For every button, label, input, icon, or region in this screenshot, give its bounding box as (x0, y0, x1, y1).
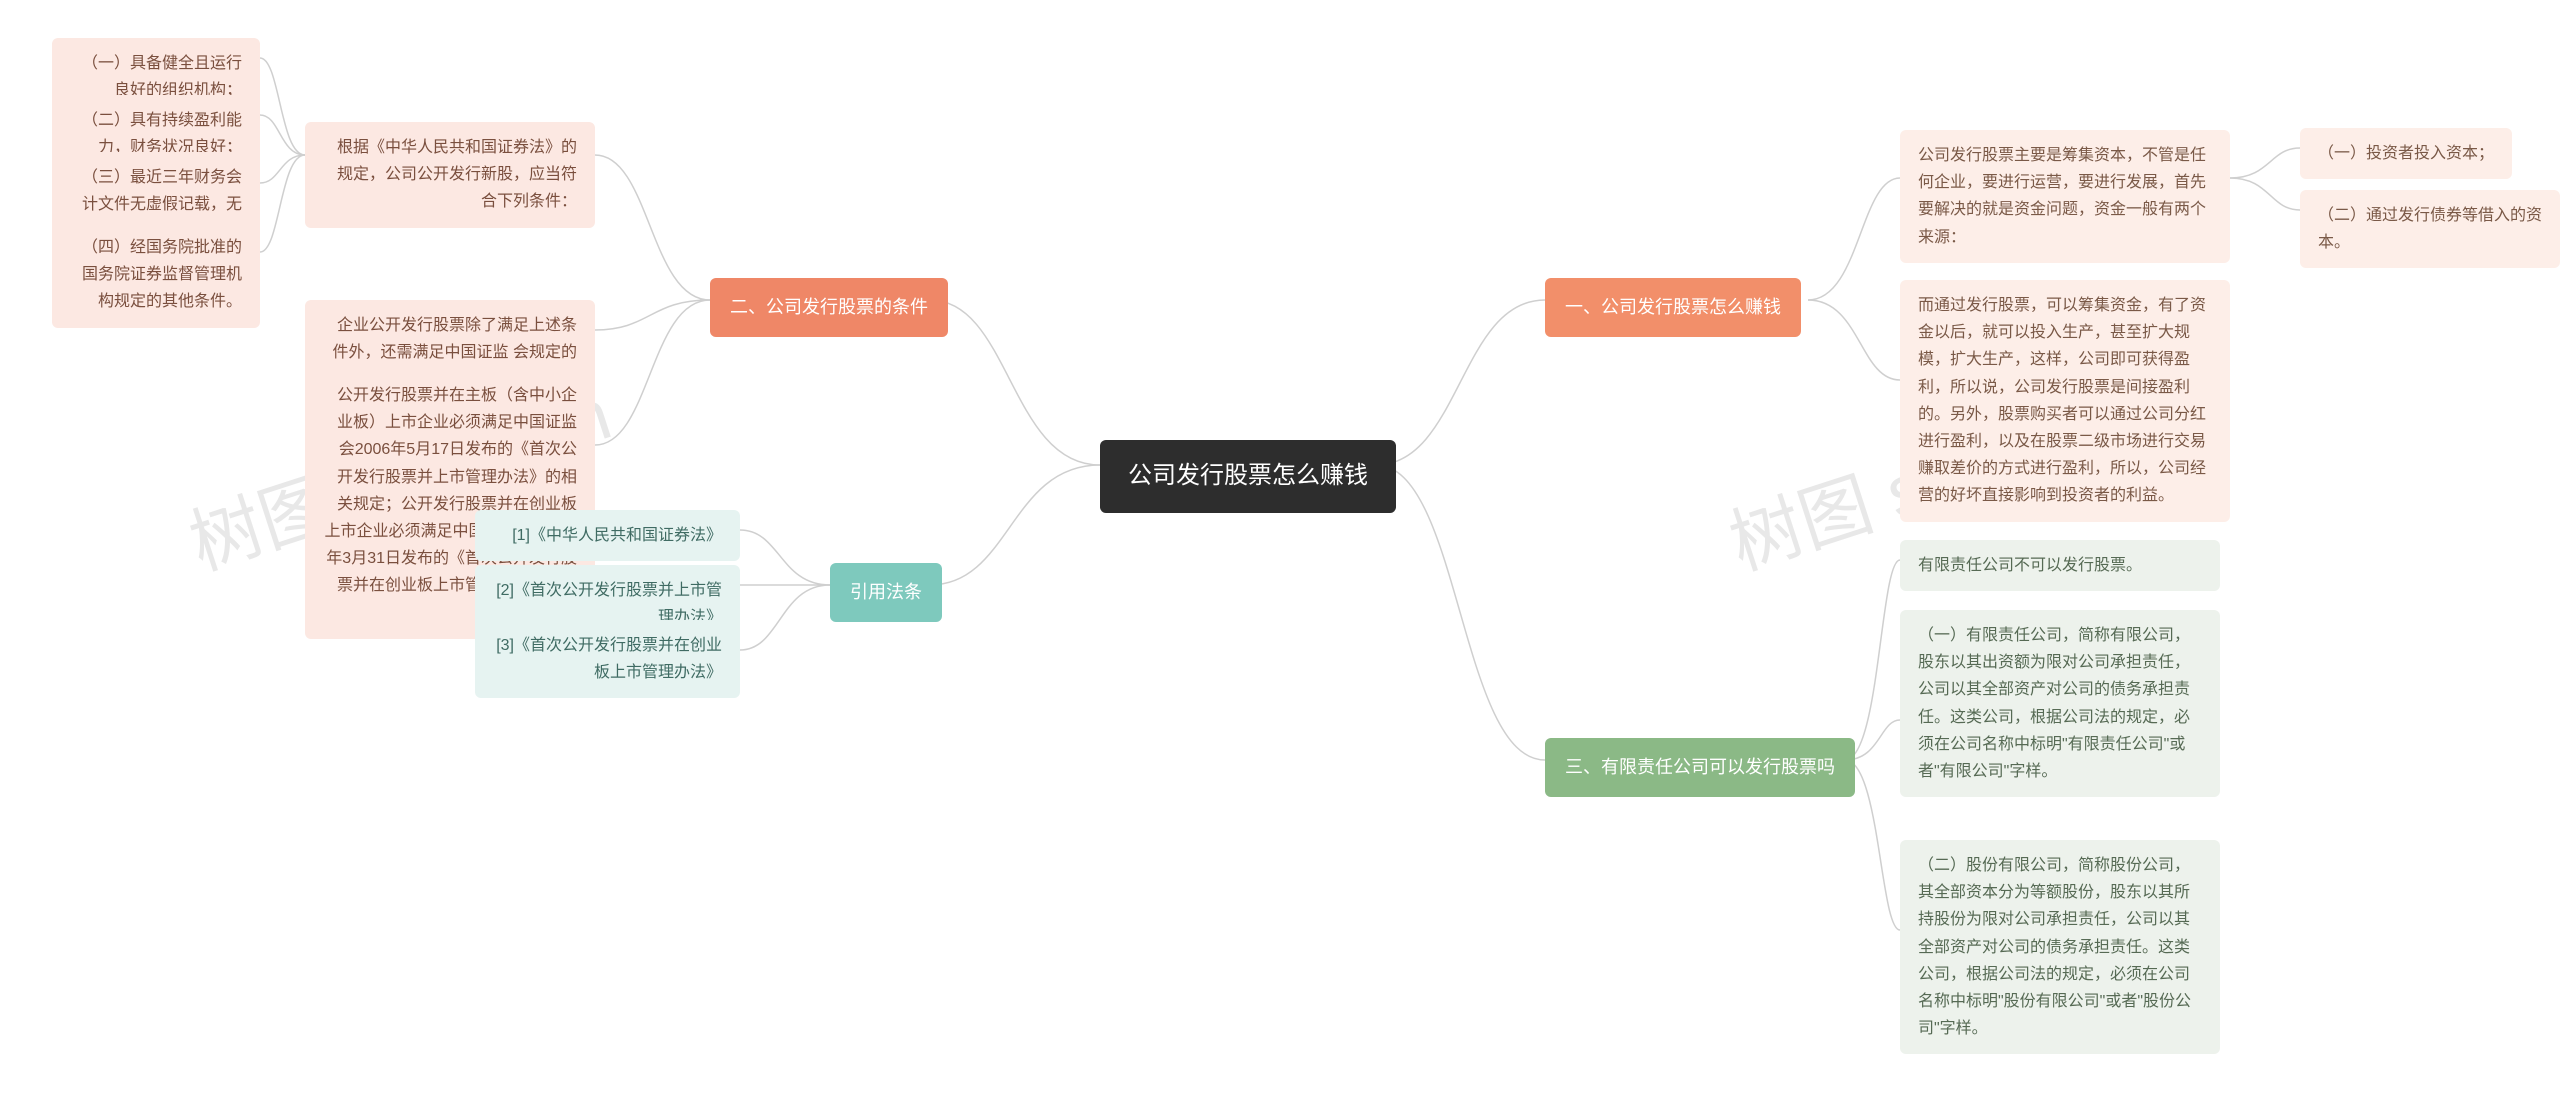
root-node: 公司发行股票怎么赚钱 (1100, 440, 1396, 513)
branch-4-leaf-3: [3]《首次公开发行股票并在创业板上市管理办法》 (475, 620, 740, 698)
branch-1-leaf-2: 而通过发行股票，可以筹集资金，有了资金以后，就可以投入生产，甚至扩大规模，扩大生… (1900, 280, 2230, 522)
branch-3: 二、公司发行股票的条件 (710, 278, 948, 337)
branch-4: 引用法条 (830, 563, 942, 622)
branch-1-leaf-1-sub-1: （一）投资者投入资本； (2300, 128, 2512, 179)
branch-2-leaf-1: 有限责任公司不可以发行股票。 (1900, 540, 2220, 591)
branch-4-leaf-1: [1]《中华人民共和国证券法》 (475, 510, 740, 561)
branch-1: 一、公司发行股票怎么赚钱 (1545, 278, 1801, 337)
branch-2: 三、有限责任公司可以发行股票吗 (1545, 738, 1855, 797)
branch-3-leaf-1: 根据《中华人民共和国证券法》的规定，公司公开发行新股，应当符合下列条件： (305, 122, 595, 228)
branch-3-leaf-1-sub-4: （四）经国务院批准的国务院证券监督管理机构规定的其他条件。 (52, 222, 260, 328)
branch-2-leaf-2: （一）有限责任公司，简称有限公司，股东以其出资额为限对公司承担责任，公司以其全部… (1900, 610, 2220, 797)
branch-1-leaf-1: 公司发行股票主要是筹集资本，不管是任何企业，要进行运营，要进行发展，首先要解决的… (1900, 130, 2230, 263)
branch-2-leaf-3: （二）股份有限公司，简称股份公司，其全部资本分为等额股份，股东以其所持股份为限对… (1900, 840, 2220, 1054)
branch-1-leaf-1-sub-2: （二）通过发行债券等借入的资本。 (2300, 190, 2560, 268)
